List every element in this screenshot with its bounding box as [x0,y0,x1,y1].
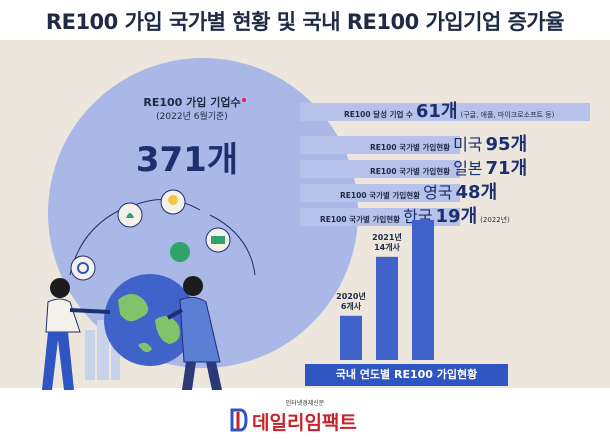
person-left [42,278,111,390]
band-note: (2022년) [480,216,510,224]
band-bg [300,160,460,178]
energy-icon [170,242,190,262]
bar-2022년 [412,220,434,360]
band-label: RE100 국가별 가입현황 [370,143,451,152]
band-value: 19개 [435,206,478,227]
country-name: 일본 [453,159,483,178]
band-value: 48개 [455,182,498,203]
circle-label: RE100 가입 기업수 [143,96,241,109]
accent-dot [242,98,246,102]
infographic-panel: RE100 가입 기업수 (2022년 6월기준) 371개 [0,40,610,390]
band-label: RE100 국가별 가입현황 [370,167,451,176]
logo-name: 데일리임팩트 [252,412,357,434]
country-name: 영국 [423,183,453,202]
bar-data-label: 2020년 6개사 [336,291,366,311]
circle-date: (2022년 6월기준) [156,112,228,122]
chart-caption: 국내 연도별 RE100 가입현황 [305,364,508,386]
band-row: RE100 국가별 가입현황 미국 95개 [370,130,527,156]
band-bg [300,184,460,202]
logo: 데일리임팩트 [230,408,380,434]
person-right [167,276,222,390]
band-bg [300,103,590,121]
band-label: RE100 달성 기업 수 [344,110,413,119]
band-row: RE100 달성 기업 수 61개 (구글, 애플, 마이크로소프트 등) [344,97,554,123]
band-row: RE100 국가별 가입현황 영국 48개 [340,178,497,204]
band-bg [300,136,460,154]
band-value: 71개 [485,158,528,179]
band-label: RE100 국가별 가입현황 [340,191,421,200]
logo-tagline: 인터넷경제신문 [285,400,325,407]
bar-data-label: 2021년 14개사 [372,232,402,252]
power-icon [70,255,96,281]
domestic-bar-chart [340,220,434,360]
band-row: RE100 국가별 가입현황 일본 71개 [370,154,527,180]
bar-2020년 [340,315,362,360]
logo-mark-icon [230,408,248,432]
band-value: 61개 [415,101,458,122]
band-note: (구글, 애플, 마이크로소프트 등) [460,111,555,119]
city-buildings [85,320,120,380]
page-title: RE100 가입 국가별 현황 및 국내 RE100 가입기업 증가율 [45,10,565,34]
band-value: 95개 [485,134,528,155]
country-name: 미국 [453,135,483,154]
earth-illustration [42,189,256,390]
band-label: RE100 국가별 가입현황 [320,215,401,224]
total-count: 371개 [135,140,239,180]
bar-2021년 [376,256,398,360]
